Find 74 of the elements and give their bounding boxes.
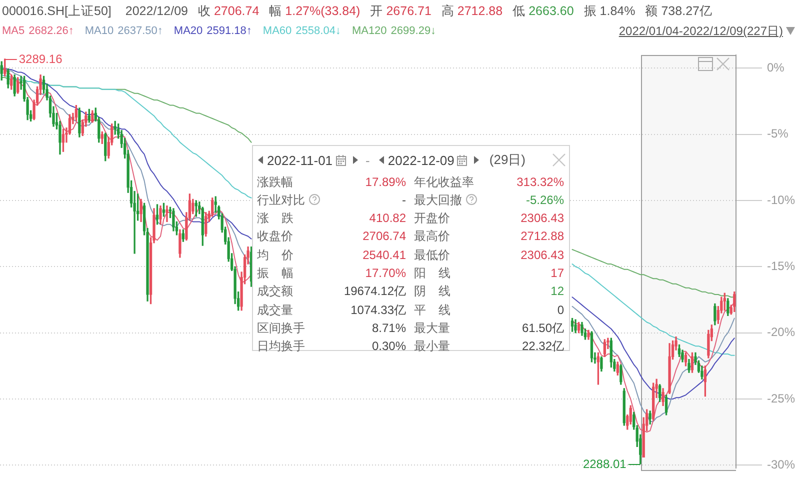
annotation: 2022-12-09: [388, 152, 454, 168]
annotation: 年化收益率: [414, 174, 474, 190]
annotation: 最低价: [414, 246, 450, 264]
annotation: 最大回撤: [414, 192, 463, 209]
annotation: 涨跌幅: [257, 174, 293, 190]
annotation: 17: [550, 265, 564, 282]
annotation: 成交量: [257, 302, 293, 319]
text: 2699.29↓: [390, 25, 436, 37]
annotation: 行业对比: [257, 192, 306, 209]
y-tick-label: -30%: [767, 457, 796, 472]
annotation: 12: [550, 283, 564, 300]
annotation: 2712.88: [520, 228, 564, 246]
annotation: 日均换手: [257, 338, 305, 356]
annotation: 410.82: [369, 210, 406, 228]
annotation: -: [402, 192, 406, 209]
annotation: 2022-11-01: [267, 152, 333, 168]
candlestick: [166, 206, 168, 222]
text: 2682.26↑: [28, 25, 74, 37]
annotation: 0: [557, 302, 564, 319]
y-tick-label: -20%: [767, 325, 796, 340]
annotation: -: [366, 152, 370, 168]
y-tick-label: -15%: [767, 259, 796, 274]
text: 振 1.84%: [584, 4, 636, 18]
annotation: 0.30%: [372, 338, 406, 356]
text: 额 738.27亿: [645, 4, 712, 18]
annotation: 收盘价: [257, 228, 293, 246]
annotation: 阴 线: [414, 283, 450, 300]
text: MA20: [174, 25, 203, 37]
annotation: 2288.01: [582, 456, 627, 471]
text: MA10: [84, 25, 114, 37]
annotation: 平 线: [414, 302, 450, 319]
annotation: 最小量: [414, 338, 450, 356]
annotation: -5.26%: [526, 192, 564, 209]
text: 开 2676.71: [370, 4, 432, 18]
annotation: 阳 线: [414, 265, 450, 282]
annotation: 17.70%: [365, 265, 406, 282]
text: MA120: [352, 25, 387, 37]
annotation: 涨 跌: [257, 210, 294, 228]
annotation: 开盘价: [414, 210, 450, 228]
annotation: 区间换手: [257, 320, 305, 337]
annotation: 2540.41: [362, 246, 406, 264]
y-tick-label: -10%: [767, 192, 796, 207]
y-tick-label: -5%: [767, 126, 789, 141]
text: 高 2712.88: [441, 4, 503, 18]
text: 2591.18↑: [206, 25, 252, 37]
annotation: 振 幅: [257, 265, 294, 282]
chart-title: 000016.SH[上证50]: [2, 3, 112, 19]
text: 低 2663.60: [512, 4, 574, 18]
text: 2558.04↓: [296, 25, 341, 37]
text: 收 2706.74: [198, 4, 260, 18]
annotation: 2306.43: [520, 246, 564, 264]
annotation: (29日): [489, 151, 526, 169]
annotation: 19674.12亿: [344, 283, 406, 300]
annotation: 22.32亿: [522, 338, 564, 356]
annotation: 2306.43: [520, 210, 564, 228]
annotation: 3289.16: [18, 52, 63, 66]
y-tick-label: 0%: [767, 60, 785, 75]
annotation: 313.32%: [516, 174, 564, 190]
annotation: 17.89%: [365, 174, 406, 190]
annotation: 均 价: [257, 246, 294, 264]
annotation: 成交额: [257, 283, 293, 300]
text: MA5: [2, 25, 25, 37]
annotation: 2706.74: [362, 228, 406, 246]
text: 2637.50↑: [118, 25, 163, 37]
annotation: 最高价: [414, 228, 450, 246]
text: 2022/01/04-2022/12/09(227日): [618, 23, 783, 39]
y-tick-label: -25%: [767, 391, 796, 406]
annotation: 61.50亿: [522, 320, 564, 337]
annotation: 最大量: [414, 320, 450, 337]
annotation: 8.71%: [372, 320, 406, 337]
text: 幅 1.27%(33.84): [269, 4, 360, 18]
text: 2022/12/09: [125, 3, 188, 19]
text: MA60: [262, 25, 292, 37]
annotation: 1074.33亿: [350, 302, 406, 319]
